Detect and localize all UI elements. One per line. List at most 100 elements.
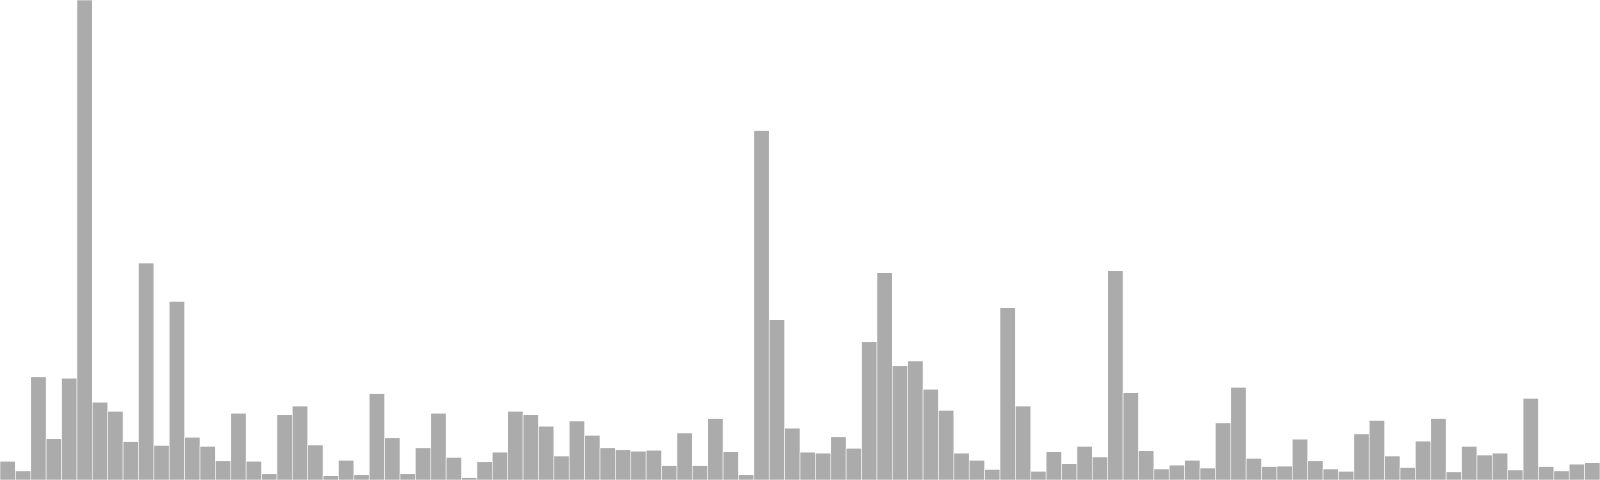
bar-18 [261,473,278,480]
bar-58 [876,272,893,480]
bar-44 [661,465,678,480]
bar-96 [1461,446,1478,480]
bar-41 [615,449,632,480]
bar-34 [507,411,524,480]
bar-17 [245,460,262,480]
bar-63 [953,452,970,480]
bar-37 [553,455,570,480]
bar-79 [1199,467,1216,480]
bar-2 [15,470,32,480]
bar-74 [1122,392,1139,480]
bar-10 [138,262,155,480]
bar-52 [784,427,801,480]
bar-55 [830,436,847,480]
bar-50 [753,130,770,480]
bar-35 [522,414,539,480]
bar-80 [1215,422,1232,480]
bar-28 [415,447,432,480]
bar-38 [568,420,585,480]
bar-9 [122,441,139,480]
bar-95 [1445,471,1462,480]
bar-59 [892,365,908,480]
bar-7 [92,401,108,480]
bar-61 [922,388,939,480]
bar-70 [1061,463,1078,480]
bar-8 [107,411,124,480]
bar-1 [0,460,16,480]
bar-84 [1276,465,1293,480]
bar-16 [230,412,247,480]
bar-75 [1138,450,1155,480]
bar-51 [768,319,785,480]
bar-94 [1430,418,1447,480]
bar-6 [76,0,93,480]
bar-64 [968,460,985,480]
bar-40 [599,447,616,480]
bar-14 [199,446,216,480]
bar-57 [861,341,878,480]
bar-39 [584,435,601,480]
bar-69 [1045,451,1062,480]
bar-60 [907,360,924,480]
bar-86 [1307,460,1324,480]
bar-53 [799,451,816,480]
bar-88 [1338,471,1355,480]
bar-46 [692,465,708,480]
bar-22 [322,475,339,480]
bar-104 [1584,462,1600,480]
bar-45 [676,432,693,480]
bar-42 [630,450,647,480]
bar-99 [1507,469,1524,480]
bar-68 [1030,471,1047,480]
bar-77 [1168,464,1185,480]
bar-26 [384,437,401,480]
bar-4 [45,438,62,480]
bar-15 [215,460,232,480]
bar-3 [30,376,47,480]
bar-92 [1399,467,1416,480]
bar-89 [1353,433,1370,480]
bar-72 [1092,456,1108,480]
bar-91 [1384,455,1401,480]
bar-19 [276,414,293,480]
bar-32 [476,461,493,480]
bar-25 [368,393,385,480]
bar-85 [1292,438,1308,480]
bar-43 [645,449,662,480]
bar-48 [722,451,739,480]
bar-24 [353,474,370,480]
bar-87 [1322,468,1339,480]
bar-30 [445,457,462,480]
bar-76 [1153,468,1170,480]
bar-93 [1415,440,1432,480]
bar-100 [1522,398,1539,480]
bar-102 [1553,470,1570,480]
bar-47 [707,418,724,480]
bar-67 [1015,405,1032,480]
bar-101 [1538,466,1555,480]
bar-98 [1492,452,1508,480]
bar-97 [1476,454,1493,480]
bar-56 [845,448,862,480]
bar-49 [738,474,755,480]
bar-12 [168,301,185,480]
bar-29 [430,412,447,480]
bar-71 [1076,446,1093,480]
bar-54 [815,452,832,480]
bar-66 [999,307,1016,480]
bar-20 [292,405,308,480]
bar-11 [153,445,170,480]
bar-33 [492,451,508,480]
bar-13 [184,436,201,480]
bar-5 [61,377,78,480]
bar-73 [1107,270,1124,480]
bar-21 [307,444,324,480]
bar-83 [1261,466,1278,480]
bar-82 [1245,458,1262,480]
bar-27 [399,473,416,480]
bar-90 [1368,420,1385,480]
bar-65 [984,469,1001,480]
bar-36 [538,425,555,480]
